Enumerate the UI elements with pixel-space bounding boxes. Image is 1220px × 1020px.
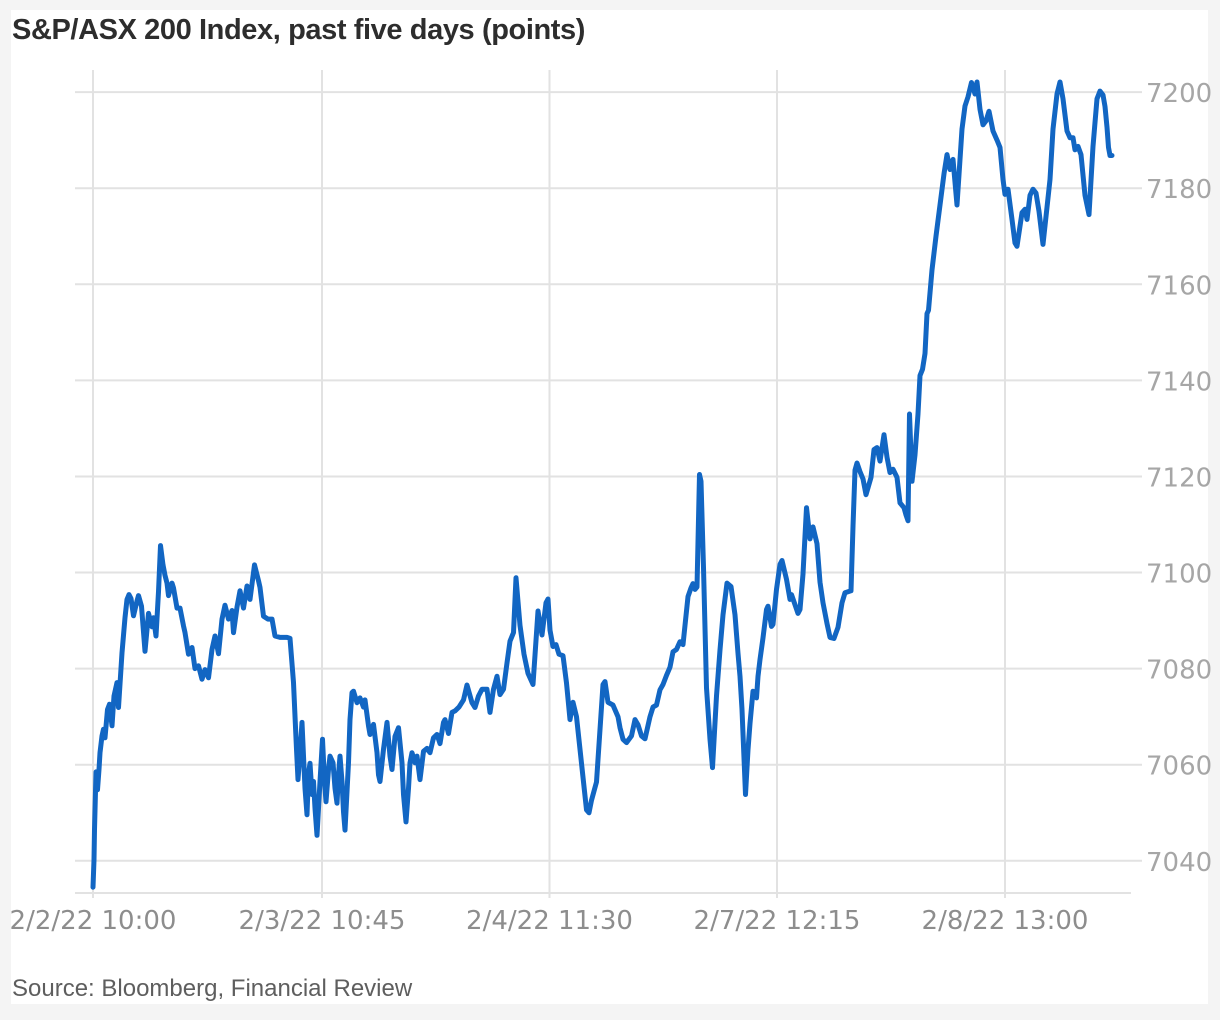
y-axis-tick-label: 7120 (1146, 463, 1212, 493)
y-axis-tick-label: 7040 (1146, 848, 1212, 878)
y-axis-tick-label: 7140 (1146, 367, 1212, 397)
x-axis-tick-label: 2/2/22 10:00 (10, 906, 177, 936)
x-axis-tick-label: 2/3/22 10:45 (239, 906, 406, 936)
chart-panel (11, 10, 1208, 1004)
y-axis-tick-label: 7100 (1146, 560, 1212, 590)
y-axis-tick-label: 7080 (1146, 656, 1212, 686)
x-axis-tick-label: 2/8/22 13:00 (922, 906, 1089, 936)
x-axis-tick-label: 2/4/22 11:30 (466, 906, 633, 936)
y-axis-tick-label: 7200 (1146, 79, 1212, 109)
y-axis-tick-label: 7160 (1146, 271, 1212, 301)
y-axis-tick-label: 7180 (1146, 175, 1212, 205)
index-price-line (90, 79, 1115, 890)
x-axis-tick-label: 2/7/22 12:15 (694, 906, 861, 936)
source-caption: Source: Bloomberg, Financial Review (12, 975, 413, 1002)
y-axis-tick-label: 7060 (1146, 752, 1212, 782)
chart-title: S&P/ASX 200 Index, past five days (point… (12, 14, 586, 46)
